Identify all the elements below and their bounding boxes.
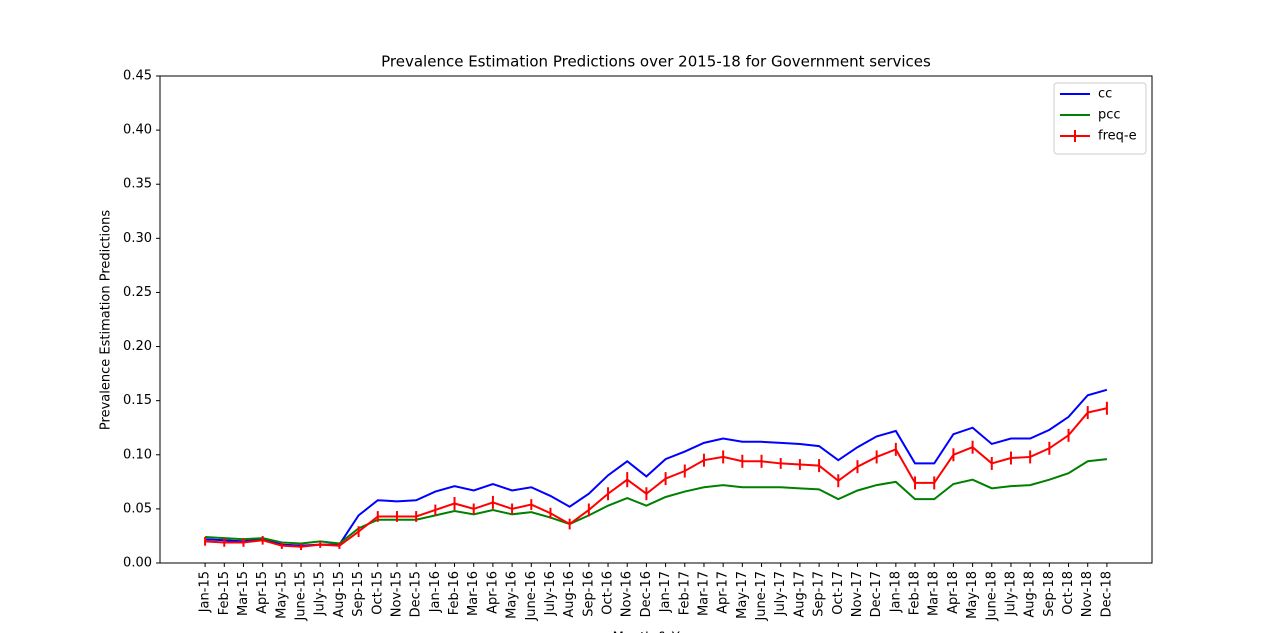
x-tick-label: Nov-17 (850, 571, 865, 617)
y-tick-label: 0.35 (123, 177, 152, 192)
x-tick-label: Feb-18 (908, 571, 923, 615)
x-tick-label: Feb-17 (677, 571, 692, 615)
x-tick-label: Apr-18 (946, 571, 961, 614)
chart-title: Prevalence Estimation Predictions over 2… (381, 53, 931, 71)
legend-label: cc (1098, 87, 1112, 102)
x-tick-label: Sep-18 (1042, 571, 1057, 617)
x-tick-label: June-16 (524, 571, 539, 622)
x-tick-label: June-17 (754, 571, 769, 622)
x-tick-label: Nov-16 (620, 571, 635, 617)
series-line (205, 407, 1108, 548)
x-tick-label: Nov-18 (1080, 571, 1095, 617)
x-tick-label: June-18 (984, 571, 999, 622)
series-line (205, 388, 1108, 547)
x-tick-label: Mar-15 (236, 571, 251, 616)
x-tick-label: Mar-17 (696, 571, 711, 616)
y-tick-label: 0.30 (123, 231, 152, 246)
x-tick-label: Jan-17 (658, 571, 673, 613)
y-tick-label: 0.00 (123, 556, 152, 571)
x-tick-label: Sep-16 (581, 571, 596, 617)
x-tick-label: May-15 (274, 571, 289, 619)
x-tick-label: Sep-17 (812, 571, 827, 617)
x-tick-label: Oct-15 (370, 571, 385, 615)
x-tick-label: Oct-16 (601, 571, 616, 615)
x-tick-label: Nov-15 (389, 571, 404, 617)
x-tick-label: Feb-16 (447, 571, 462, 615)
x-tick-label: Dec-17 (869, 571, 884, 617)
x-tick-label: Oct-18 (1061, 571, 1076, 615)
x-tick-label: Apr-15 (255, 571, 270, 614)
legend-label: freq-e (1098, 129, 1137, 144)
x-tick-label: Feb-15 (217, 571, 232, 615)
x-tick-label: May-16 (505, 571, 520, 619)
x-tick-label: Oct-17 (831, 571, 846, 615)
y-tick-label: 0.45 (123, 69, 152, 84)
x-axis-label: Month & Year (613, 631, 700, 633)
x-tick-label: Mar-16 (466, 571, 481, 616)
x-tick-label: Apr-16 (485, 571, 500, 614)
y-tick-label: 0.10 (123, 447, 152, 462)
x-tick-label: July-18 (1003, 571, 1018, 616)
x-tick-label: May-18 (965, 571, 980, 619)
x-tick-label: Dec-16 (639, 571, 654, 617)
x-tick-label: Aug-18 (1023, 571, 1038, 618)
x-tick-label: Dec-15 (409, 571, 424, 617)
x-tick-label: Sep-15 (351, 571, 366, 617)
x-tick-label: Aug-17 (792, 571, 807, 618)
y-tick-label: 0.25 (123, 285, 152, 300)
x-tick-label: Aug-15 (332, 571, 347, 618)
x-tick-label: July-17 (773, 571, 788, 616)
x-tick-label: Dec-18 (1099, 571, 1114, 617)
x-tick-label: June-15 (294, 571, 309, 622)
series-line (205, 458, 1108, 545)
x-tick-label: Jan-18 (888, 571, 903, 613)
y-axis-label: Prevalence Estimation Predictions (99, 210, 114, 430)
y-tick-label: 0.15 (123, 393, 152, 408)
plot-frame (159, 75, 1153, 564)
x-tick-label: Jan-15 (198, 571, 213, 613)
y-tick-label: 0.20 (123, 339, 152, 354)
y-tick-label: 0.05 (123, 501, 152, 516)
x-tick-label: July-15 (313, 571, 328, 616)
x-tick-label: Apr-17 (716, 571, 731, 614)
x-tick-label: Mar-18 (927, 571, 942, 616)
x-tick-label: July-16 (543, 571, 558, 616)
y-tick-label: 0.40 (123, 123, 152, 138)
x-tick-label: Aug-16 (562, 571, 577, 618)
legend-label: pcc (1098, 108, 1121, 123)
x-tick-label: Jan-16 (428, 571, 443, 613)
x-tick-label: May-17 (735, 571, 750, 619)
